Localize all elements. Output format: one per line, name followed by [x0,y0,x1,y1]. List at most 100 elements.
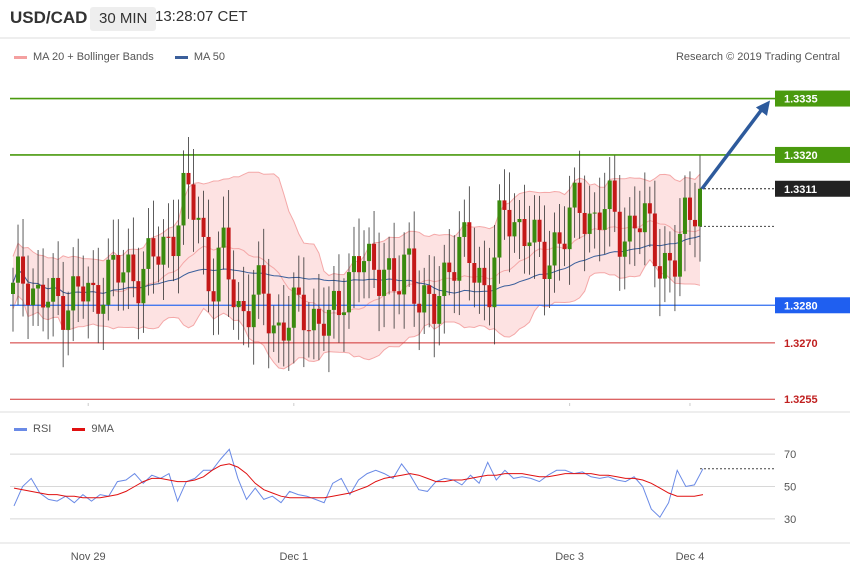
candle-body [256,265,261,295]
candle-body [311,308,316,331]
candle-body [251,294,256,328]
candle-body [86,282,91,302]
candle-body [176,225,181,257]
legend-9ma-label: 9MA [91,423,115,435]
candle-body [467,222,472,264]
candle-body [422,285,427,313]
legend-ma50: MA 50 [174,51,226,63]
candle-body [637,228,642,233]
candle-body [266,293,271,334]
candle-body [417,303,422,313]
candle-body [477,267,482,283]
candle-body [662,252,667,279]
candle-body [647,203,652,214]
candle-body [362,261,367,273]
candle-body [206,236,211,292]
candle-body [56,277,61,297]
candle-body [542,241,547,280]
candle-body [106,259,111,305]
candle-body [171,236,176,257]
candle-body [587,213,592,234]
candle-body [372,243,377,270]
candle-body [657,266,662,279]
candle-body [36,284,41,289]
rsi-tick-label: 70 [784,449,796,461]
candle-body [397,291,402,295]
candle-body [111,255,116,260]
symbol-label: USD/CAD [10,8,88,27]
candle-body [687,197,692,220]
level-label-1-3320: 1.3320 [784,150,818,162]
candle-body [402,254,407,295]
interval-button[interactable]: 30 MIN [90,7,157,31]
candle-body [276,322,281,326]
candle-body [281,322,286,341]
candle-body [141,268,146,304]
rsi-tick-label: 50 [784,482,796,494]
candle-body [11,282,15,294]
candle-body [201,217,206,237]
candle-body [186,172,191,185]
candle-body [231,279,236,308]
candle-body [517,218,522,223]
candle-body [642,203,647,233]
legend-9ma: 9MA [72,423,114,435]
candle-body [161,236,166,265]
candle-body [31,288,36,306]
candles [11,137,702,373]
rsi-series-9ma-line [13,463,704,499]
candle-body [151,238,156,257]
rsi-legend: RSI 9MA [14,423,132,435]
candle-body [487,285,492,308]
candle-body [597,212,602,230]
candle-body [241,301,246,312]
candle-body [527,242,532,247]
candle-body [301,294,306,331]
candle-body [622,241,627,257]
candle-body [101,304,106,314]
candle-body [66,310,71,330]
level-label-1-3280: 1.3280 [784,300,818,312]
candle-body [261,265,266,294]
candle-body [116,255,121,283]
candle-body [181,172,186,226]
candle-body [447,262,452,273]
candle-body [552,232,557,266]
candle-body [472,263,477,283]
candle-body [502,200,507,210]
candle-body [367,243,372,262]
candle-body [306,330,311,332]
candle-body [46,301,51,308]
candle-body [427,285,432,294]
candle-body [698,188,702,227]
x-axis-label: Dec 1 [279,551,308,563]
ma50-swatch [174,55,188,59]
rsi-series-rsi-line [13,448,704,518]
candle-body [321,323,326,336]
candle-body [377,269,382,296]
candle-body [236,301,241,308]
forecast-arrow-line [700,105,766,190]
candle-body [146,238,151,269]
candle-body [557,232,562,244]
legend-bollinger-label: MA 20 + Bollinger Bands [33,51,154,63]
candle-body [131,254,136,282]
candle-body [357,256,362,273]
ma50-line [12,235,701,295]
candle-body [547,265,552,280]
legend-ma50-label: MA 50 [193,51,226,63]
candle-body [336,290,341,316]
candle-body [216,247,221,302]
candle-body [226,227,231,280]
candle-body [387,258,392,270]
candle-body [572,182,577,208]
candle-body [21,256,26,284]
candle-body [286,327,291,341]
candle-body [61,296,66,330]
x-axis-label: Dec 3 [555,551,584,563]
bollinger-swatch [14,55,27,59]
timestamp: 13:28:07 CET [155,8,248,25]
rsi-tick-label: 30 [784,514,796,526]
bollinger-upper-line [12,171,701,277]
